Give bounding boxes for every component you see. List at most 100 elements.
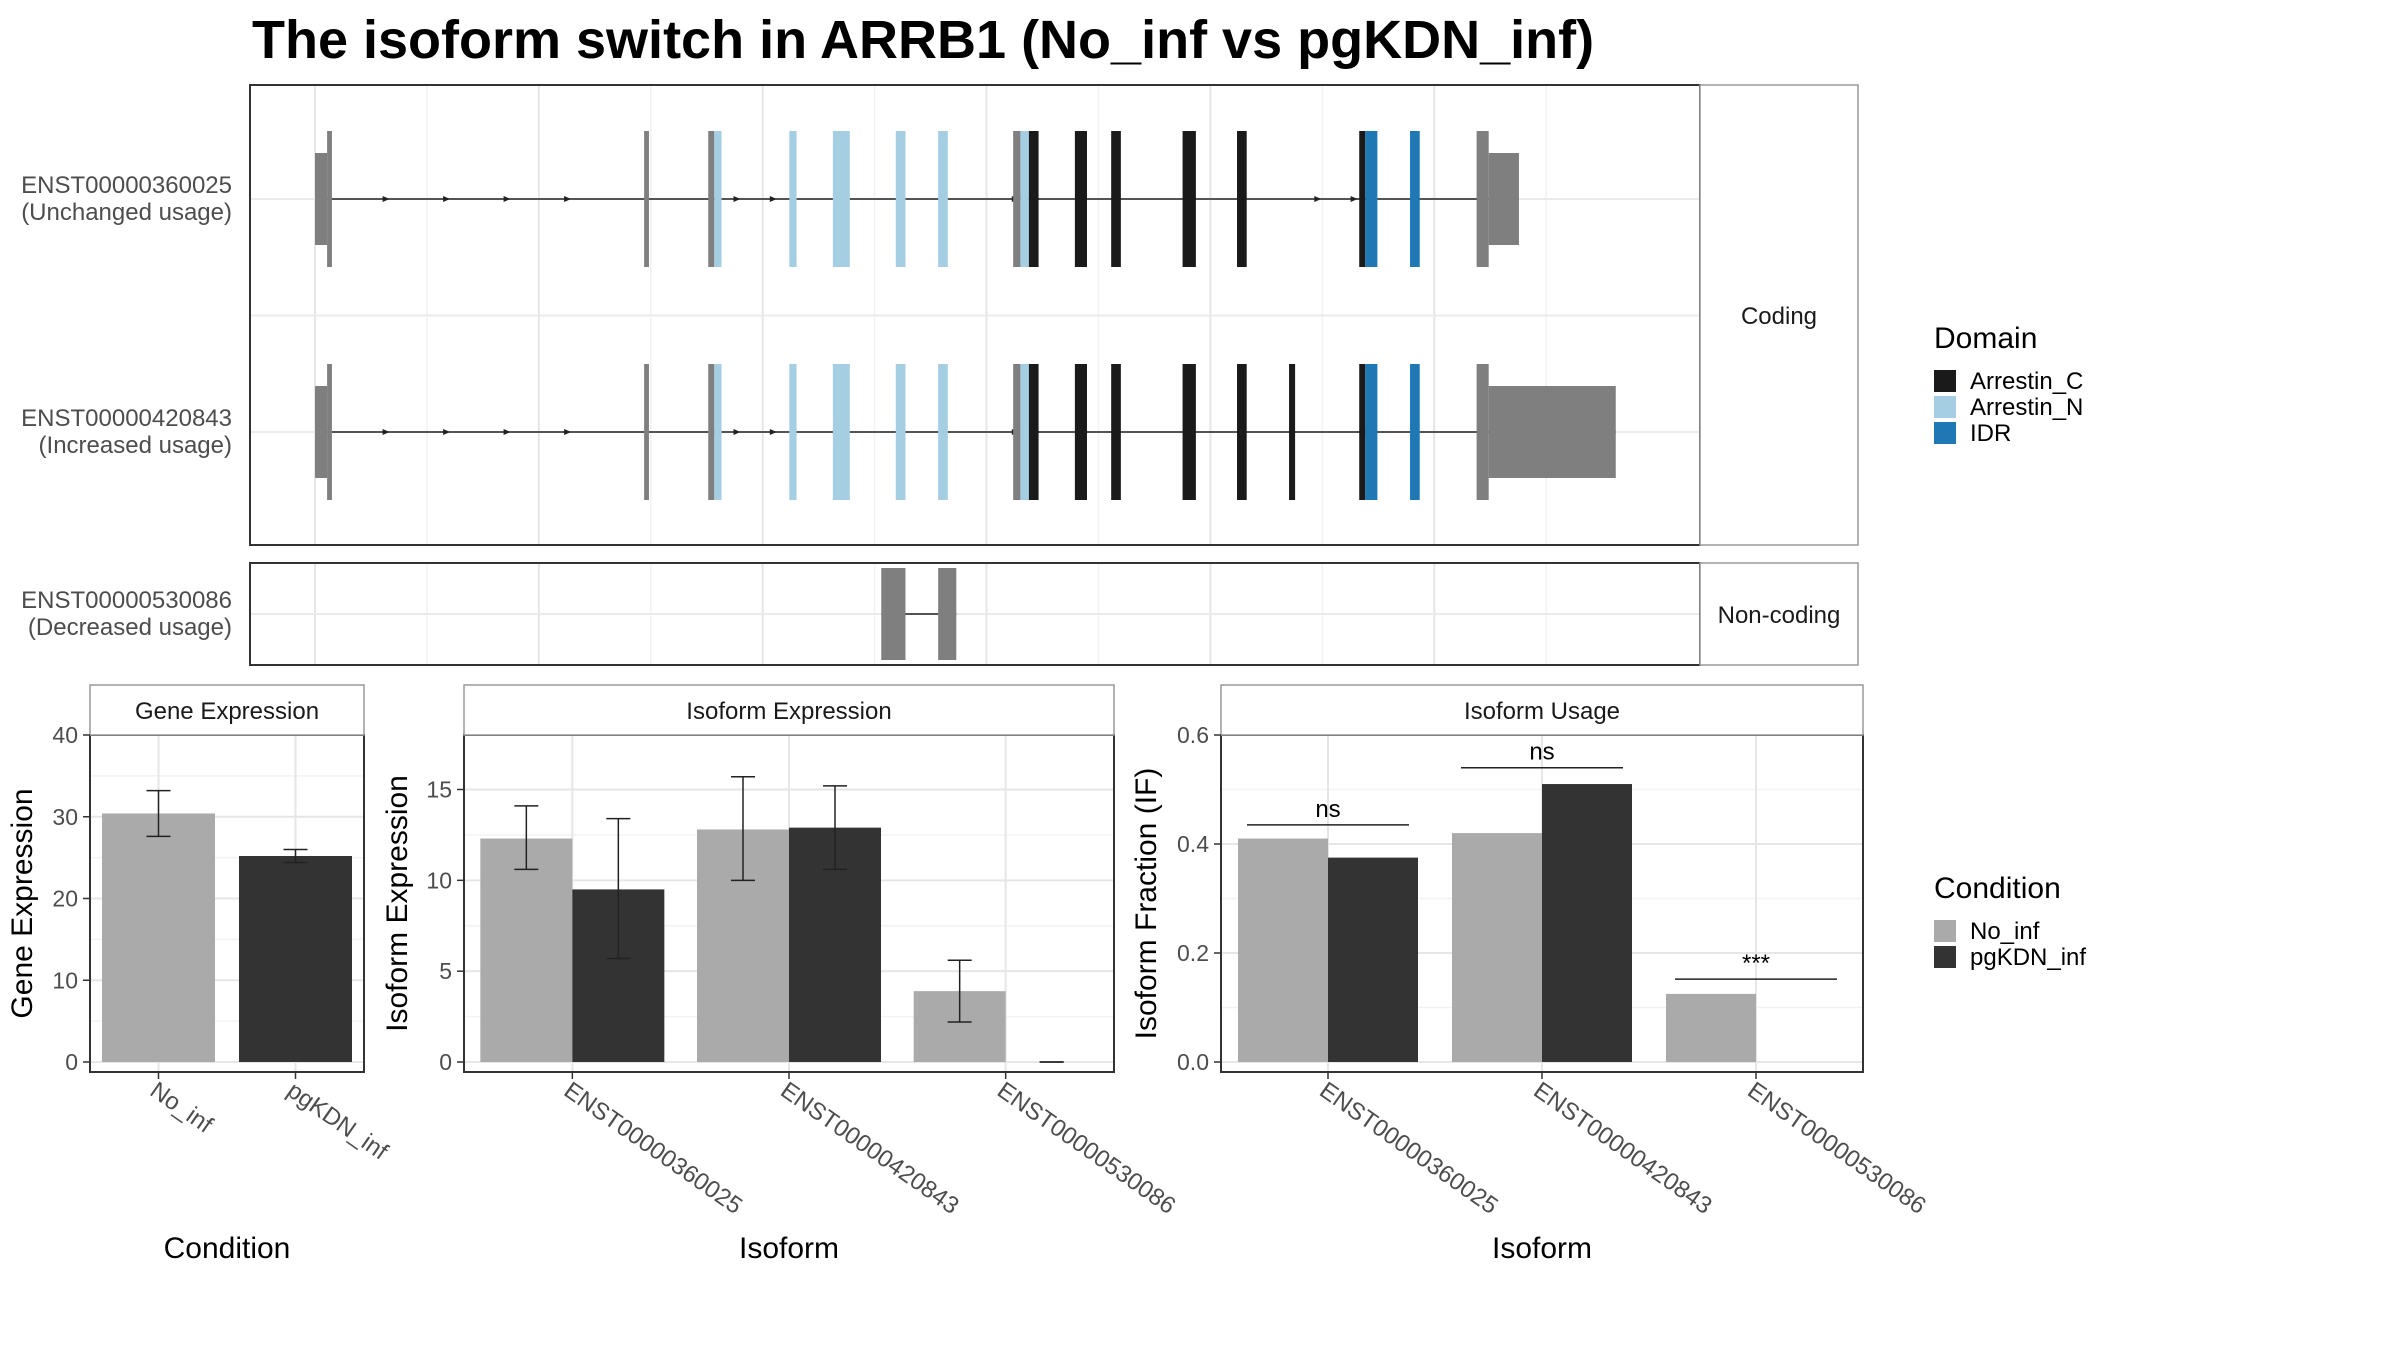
- figure-title: The isoform switch in ARRB1 (No_inf vs p…: [252, 10, 1594, 70]
- significance-label: ns: [1315, 796, 1340, 823]
- exon-arrestin_n: [938, 364, 948, 500]
- y-tick-label: 5: [439, 958, 452, 984]
- strand-arrow: [443, 196, 451, 202]
- exon-arrestin_n: [895, 364, 906, 500]
- exon-arrestin_c: [1359, 131, 1366, 267]
- exon-arrestin_c: [1111, 364, 1121, 500]
- strand-arrow: [1314, 196, 1322, 202]
- bar: [1542, 784, 1632, 1062]
- gene-expression-panel: Gene Expression 0 10 20 30 40 No_inf pgKDN_inf G…: [6, 684, 393, 1265]
- exon-utr: [881, 568, 906, 660]
- panel-strip: [89, 684, 365, 736]
- exon-utr: [1476, 131, 1489, 267]
- x-tick-label: ENST00000530086: [1743, 1077, 1931, 1220]
- isoform-usage-label: (Decreased usage): [28, 614, 232, 641]
- exon-arrestin_n: [1020, 131, 1029, 267]
- exon-arrestin_c: [1182, 131, 1196, 267]
- y-axis-label: Gene Expression: [6, 788, 39, 1018]
- exon-utr: [1488, 386, 1616, 478]
- panel-strip-title: Gene Expression: [135, 698, 319, 725]
- x-tick-label: ENST00000360025: [559, 1077, 747, 1220]
- strand-arrow: [564, 196, 572, 202]
- exon-arrestin_n: [789, 364, 797, 500]
- strand-arrow: [503, 429, 511, 435]
- y-tick-label: 40: [52, 722, 78, 748]
- x-tick-label: No_inf: [145, 1077, 218, 1139]
- legend-key: [1934, 396, 1956, 418]
- panel-strip: [1220, 684, 1864, 736]
- exon-arrestin_n: [895, 131, 906, 267]
- facet-strip-label: Coding: [1741, 303, 1817, 330]
- exon-utr: [1476, 364, 1489, 500]
- isoform-usage-label: (Increased usage): [39, 432, 232, 459]
- legend-label: pgKDN_inf: [1970, 944, 2086, 971]
- strand-arrow: [382, 429, 390, 435]
- bar: [102, 813, 215, 1062]
- exon-utr: [1013, 364, 1021, 500]
- y-tick-label: 10: [52, 967, 78, 993]
- exon-utr: [315, 386, 328, 478]
- y-tick-label: 0.2: [1177, 940, 1209, 966]
- exon-arrestin_n: [714, 131, 722, 267]
- x-axis-label: Isoform: [1492, 1232, 1592, 1265]
- legend-key: [1934, 422, 1956, 444]
- strand-arrow: [769, 429, 777, 435]
- y-tick-label: 10: [426, 867, 452, 893]
- strand-arrow: [443, 429, 451, 435]
- isoform-structure-plot: ENST00000360025(Unchanged usage) ENST0000…: [21, 84, 1859, 666]
- x-tick-label: ENST00000530086: [992, 1077, 1180, 1220]
- strand-arrow: [564, 429, 572, 435]
- facet-strip: [1699, 562, 1859, 666]
- exon-arrestin_n: [938, 131, 948, 267]
- y-tick-label: 0: [439, 1049, 452, 1075]
- bar: [239, 855, 352, 1062]
- exon-arrestin_n: [714, 364, 722, 500]
- exon-arrestin_c: [1289, 364, 1296, 500]
- strand-arrow: [733, 196, 741, 202]
- legend-title: Domain: [1934, 322, 2037, 355]
- exon-utr: [1013, 131, 1021, 267]
- facet-strip-label: Non-coding: [1718, 602, 1841, 629]
- panel-strip-title: Isoform Expression: [686, 698, 891, 725]
- exon-idr: [1365, 364, 1378, 500]
- panel-strip: [463, 684, 1115, 736]
- legend-label: Arrestin_C: [1970, 368, 2083, 395]
- bar: [1238, 838, 1328, 1062]
- y-axis-label: Isoform Fraction (IF): [1130, 768, 1163, 1040]
- exon-arrestin_n: [832, 364, 850, 500]
- y-tick-label: 0.4: [1177, 831, 1209, 857]
- legend-label: IDR: [1970, 420, 2011, 447]
- exon-arrestin_n: [789, 131, 797, 267]
- exon-utr: [315, 153, 328, 245]
- exon-arrestin_c: [1074, 364, 1087, 500]
- exon-utr: [938, 568, 957, 660]
- exon-idr: [1410, 364, 1420, 500]
- y-tick-label: 20: [52, 886, 78, 912]
- facet-strip: [1699, 84, 1859, 546]
- exon-arrestin_n: [1020, 364, 1029, 500]
- y-tick-label: 0.6: [1177, 722, 1209, 748]
- exon-arrestin_c: [1028, 131, 1039, 267]
- x-axis-label: Condition: [164, 1232, 291, 1265]
- bar: [480, 838, 573, 1062]
- x-tick-label: ENST00000420843: [1529, 1077, 1717, 1220]
- exon-arrestin_c: [1028, 364, 1039, 500]
- y-axis-label: Isoform Expression: [381, 775, 414, 1032]
- exon-idr: [1410, 131, 1420, 267]
- exon-utr: [327, 131, 332, 267]
- isoform-id-label: ENST00000530086: [21, 587, 232, 614]
- exon-utr: [644, 131, 649, 267]
- y-tick-label: 15: [426, 777, 452, 803]
- exon-utr: [1488, 153, 1519, 245]
- strand-arrow: [382, 196, 390, 202]
- y-tick-label: 0.0: [1177, 1049, 1209, 1075]
- exon-utr: [708, 364, 715, 500]
- bar: [1666, 993, 1756, 1062]
- bar: [1452, 833, 1542, 1062]
- y-tick-label: 30: [52, 804, 78, 830]
- exon-arrestin_n: [832, 131, 850, 267]
- significance-label: ***: [1742, 950, 1770, 977]
